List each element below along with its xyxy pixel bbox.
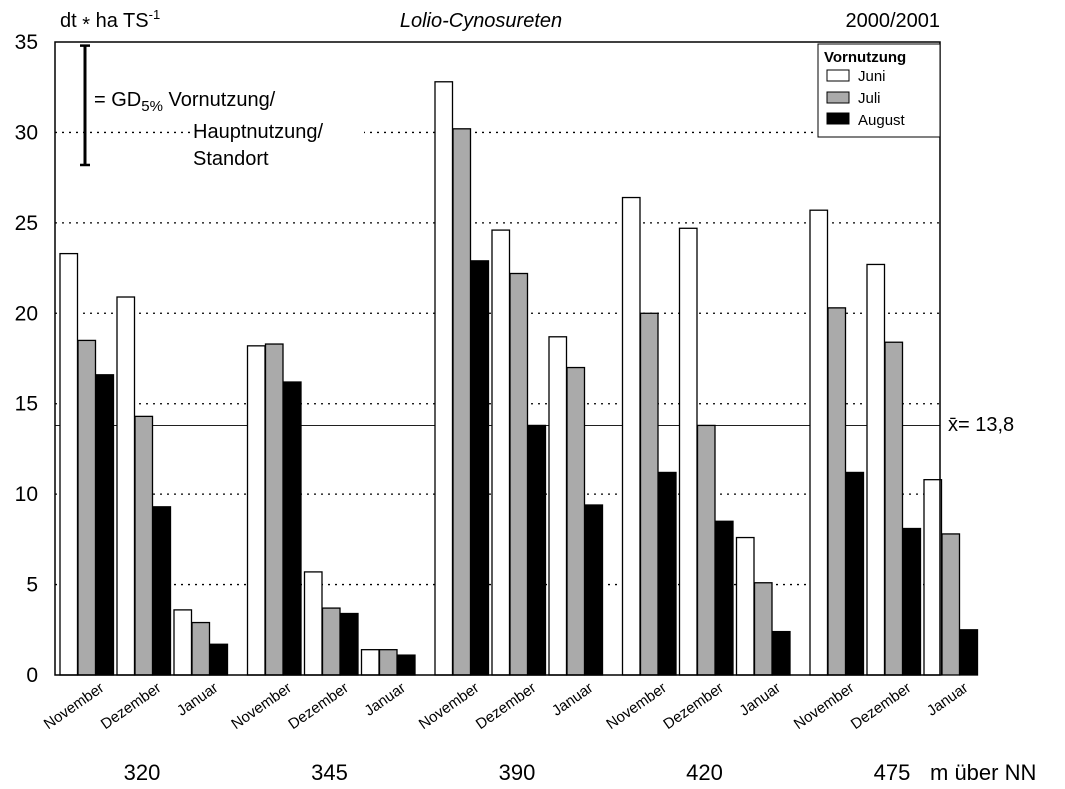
- y-tick-label: 20: [15, 302, 38, 325]
- bar-juli-345-januar: [378, 649, 398, 676]
- x-axis-label: m über NN: [930, 760, 1036, 785]
- bar-august-420-januar: [771, 630, 791, 676]
- bar-juli-420-dezember: [696, 424, 716, 676]
- legend-swatch-august: [826, 112, 850, 125]
- bar-august-345-dezember: [339, 612, 359, 676]
- x-tick-label-januar: Januar: [174, 679, 221, 719]
- group-label-345: 345: [311, 760, 348, 785]
- bar-juni-420-januar: [735, 536, 755, 676]
- x-tick-label-november: November: [228, 679, 294, 733]
- lsd-annotation: = GD5% Vornutzung/Hauptnutzung/Standort: [80, 44, 364, 170]
- bar-juli-390-januar: [566, 366, 586, 676]
- bar-juni-345-januar: [360, 649, 380, 676]
- legend-title: Vornutzung: [824, 49, 906, 66]
- bar-august-320-november: [95, 374, 115, 676]
- bar-august-390-dezember: [527, 424, 547, 676]
- plot-area-frame: [54, 41, 941, 676]
- bar-juni-420-dezember: [678, 227, 698, 676]
- y-unit-label: dt * ha TS-1: [60, 7, 160, 36]
- group-label-320: 320: [124, 760, 161, 785]
- mean-label: x̄= 13,8: [948, 414, 1014, 436]
- x-tick-label-januar: Januar: [924, 679, 971, 719]
- bar-juni-320-januar: [173, 609, 193, 676]
- x-tick-label-november: November: [603, 679, 669, 733]
- group-label-475: 475: [874, 760, 911, 785]
- y-tick-label: 25: [15, 212, 38, 235]
- bar-juni-320-dezember: [116, 296, 136, 676]
- chart-title: Lolio-Cynosureten: [400, 10, 562, 32]
- y-tick-label: 15: [15, 393, 38, 416]
- y-tick-label: 30: [15, 121, 38, 144]
- legend: Vornutzung Juni Juli August: [817, 43, 941, 138]
- bar-august-420-november: [657, 471, 677, 676]
- x-tick-label-dezember: Dezember: [285, 679, 351, 733]
- y-tick-label: 10: [15, 483, 38, 506]
- y-tick-label: 5: [26, 574, 38, 597]
- bar-august-420-dezember: [714, 520, 734, 676]
- x-tick-label-dezember: Dezember: [848, 679, 914, 733]
- bar-august-345-november: [282, 381, 302, 676]
- bar-juli-475-november: [827, 307, 847, 676]
- x-tick-label-januar: Januar: [736, 679, 783, 719]
- bar-juli-320-januar: [191, 621, 211, 676]
- bar-juni-475-november: [809, 209, 829, 676]
- group-label-420: 420: [686, 760, 723, 785]
- x-tick-label-november: November: [416, 679, 482, 733]
- bar-juli-390-november: [452, 128, 472, 676]
- bar-juli-420-januar: [753, 582, 773, 676]
- bar-juni-390-november: [434, 81, 454, 676]
- x-tick-label-januar: Januar: [361, 679, 408, 719]
- bar-juni-475-januar: [923, 479, 943, 676]
- bar-juli-345-dezember: [321, 607, 341, 676]
- lsd-label-line2: Hauptnutzung/: [193, 121, 324, 143]
- x-tick-label-dezember: Dezember: [98, 679, 164, 733]
- bar-juli-345-november: [264, 343, 284, 676]
- bar-juni-390-dezember: [491, 229, 511, 676]
- bar-juli-475-januar: [941, 533, 961, 676]
- x-tick-label-januar: Januar: [549, 679, 596, 719]
- bar-august-390-januar: [584, 504, 604, 676]
- bar-august-320-dezember: [152, 506, 172, 676]
- bar-juni-475-dezember: [866, 263, 886, 676]
- lsd-label-mask: [192, 118, 364, 143]
- bar-august-390-november: [470, 260, 490, 676]
- y-tick-label: 35: [15, 31, 38, 54]
- legend-label-august: August: [858, 112, 906, 129]
- x-tick-label-november: November: [791, 679, 857, 733]
- bar-august-475-januar: [959, 629, 979, 676]
- legend-label-juni: Juni: [858, 68, 886, 85]
- y-axis-ticks: 0 5 10 15 20 25 30 35: [15, 31, 38, 687]
- y-tick-label: 0: [26, 664, 38, 687]
- x-tick-label-dezember: Dezember: [660, 679, 726, 733]
- period-label: 2000/2001: [845, 10, 940, 32]
- x-tick-label-november: November: [41, 679, 107, 733]
- lsd-label-line3: Standort: [193, 148, 269, 170]
- bar-august-475-dezember: [902, 527, 922, 676]
- bar-juni-420-november: [621, 196, 641, 676]
- legend-label-juli: Juli: [858, 90, 881, 107]
- bar-juni-390-januar: [548, 336, 568, 676]
- bars: [59, 81, 979, 676]
- bar-juli-475-dezember: [884, 341, 904, 676]
- bar-august-345-januar: [396, 654, 416, 676]
- legend-swatch-juli: [826, 91, 850, 104]
- bar-juli-320-dezember: [134, 415, 154, 676]
- bar-august-320-januar: [209, 643, 229, 676]
- lsd-label: = GD5% Vornutzung/: [94, 89, 276, 115]
- bar-juni-345-dezember: [303, 571, 323, 676]
- bar-august-475-november: [845, 471, 865, 676]
- x-tick-label-dezember: Dezember: [473, 679, 539, 733]
- bar-juni-345-november: [246, 345, 266, 676]
- legend-swatch-juni: [826, 69, 850, 82]
- bar-juli-320-november: [77, 339, 97, 676]
- bar-juli-420-november: [639, 312, 659, 676]
- bar-juni-320-november: [59, 252, 79, 676]
- group-label-390: 390: [499, 760, 536, 785]
- bar-juli-390-dezember: [509, 272, 529, 676]
